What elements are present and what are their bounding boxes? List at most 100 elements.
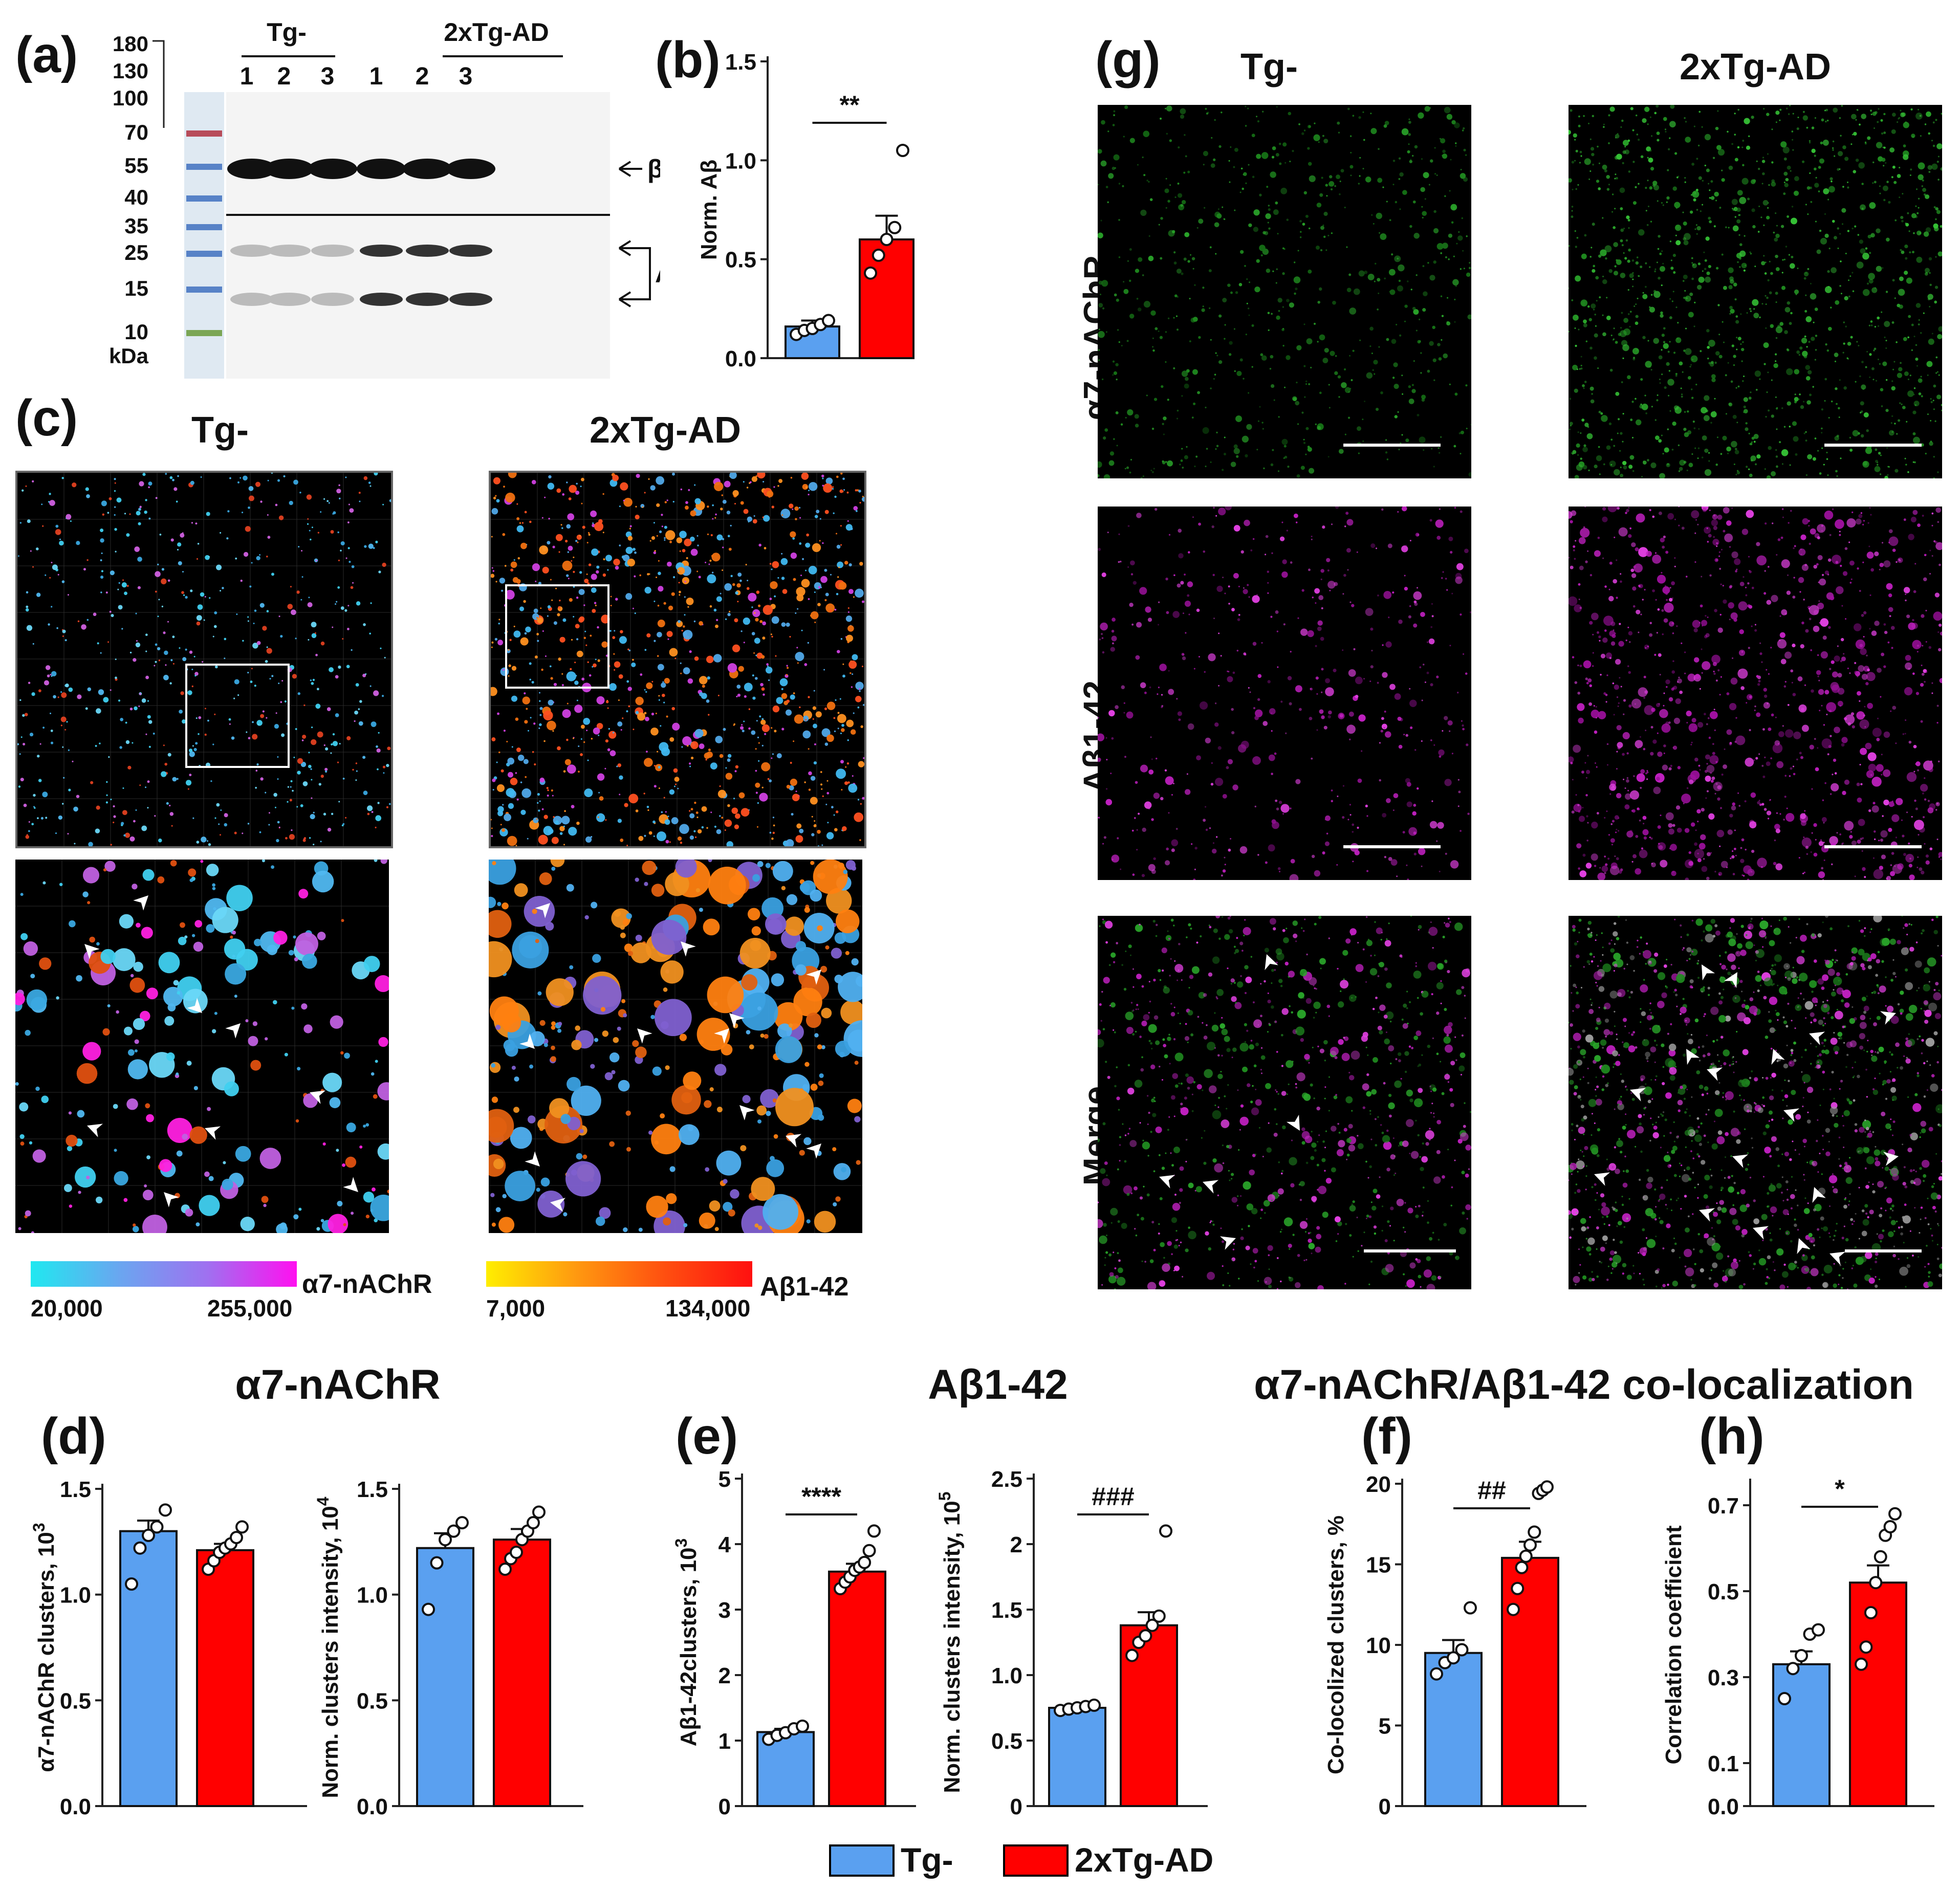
signal-puncta: [1442, 730, 1444, 732]
signal-puncta: [1725, 226, 1727, 229]
signal-puncta: [1146, 394, 1148, 397]
signal-puncta: [1271, 552, 1273, 554]
signal-puncta: [1276, 315, 1280, 320]
signal-puncta: [1160, 257, 1163, 260]
cluster-sphere: [609, 1141, 615, 1147]
cluster-sphere: [542, 630, 544, 632]
cluster-sphere: [376, 745, 378, 748]
cluster-sphere: [359, 1145, 363, 1149]
cluster-sphere: [665, 872, 689, 896]
cluster-sphere: [317, 532, 319, 534]
cluster-sphere: [580, 738, 582, 740]
cluster-sphere: [642, 506, 644, 508]
signal-puncta: [1858, 345, 1860, 347]
cluster-sphere: [498, 619, 500, 621]
cluster-sphere: [197, 542, 200, 545]
cluster-sphere: [695, 888, 701, 893]
signal-puncta: [1116, 298, 1119, 302]
signal-puncta: [1126, 711, 1134, 719]
signal-puncta: [1310, 366, 1312, 369]
signal-puncta: [1113, 110, 1116, 113]
signal-puncta: [1870, 114, 1872, 116]
cluster-sphere: [311, 633, 317, 639]
signal-puncta: [1932, 400, 1934, 402]
signal-puncta: [1713, 225, 1716, 228]
signal-puncta: [1872, 182, 1874, 184]
cluster-sphere: [656, 576, 658, 578]
cluster-sphere: [545, 655, 547, 657]
cluster-sphere: [550, 860, 565, 867]
signal-puncta: [1155, 327, 1158, 331]
cluster-sphere: [308, 752, 310, 754]
cluster-sphere: [62, 635, 64, 637]
signal-puncta: [1647, 157, 1649, 159]
signal-puncta: [1805, 294, 1807, 296]
signal-puncta: [1940, 167, 1942, 171]
signal-puncta: [1286, 530, 1289, 532]
cluster-sphere: [253, 623, 255, 625]
signal-puncta: [1449, 730, 1451, 732]
signal-puncta: [1098, 733, 1105, 741]
signal-puncta: [1622, 140, 1629, 146]
cluster-sphere: [233, 697, 235, 699]
signal-puncta: [1468, 472, 1471, 477]
cluster-sphere: [707, 505, 709, 508]
signal-puncta: [1731, 199, 1738, 205]
signal-puncta: [1321, 607, 1323, 609]
cluster-sphere: [566, 481, 568, 483]
signal-puncta: [1325, 678, 1331, 684]
cluster-sphere: [100, 591, 102, 593]
signal-puncta: [1782, 259, 1784, 261]
cluster-sphere: [623, 1227, 628, 1233]
signal-puncta: [1273, 399, 1275, 401]
signal-puncta: [1865, 366, 1867, 368]
cluster-sphere: [51, 675, 53, 677]
signal-puncta: [1628, 248, 1631, 252]
signal-puncta: [1290, 807, 1292, 809]
cluster-sphere: [251, 562, 253, 564]
cluster-sphere: [342, 1163, 345, 1167]
signal-puncta: [1879, 363, 1881, 365]
signal-puncta: [1806, 346, 1808, 348]
cluster-sphere: [76, 1063, 98, 1084]
cluster-sphere: [576, 638, 579, 641]
abeta-band-lower: [268, 293, 311, 306]
cluster-sphere: [571, 1085, 601, 1116]
cluster-sphere: [538, 809, 540, 812]
actin-arrow: [618, 161, 642, 177]
signal-puncta: [1574, 139, 1576, 141]
signal-puncta: [1662, 453, 1664, 455]
cluster-sphere: [614, 630, 616, 632]
cluster-sphere: [777, 1023, 792, 1039]
cluster-sphere: [136, 922, 141, 928]
cluster-sphere: [31, 823, 34, 826]
signal-puncta: [1794, 289, 1799, 294]
signal-puncta: [1429, 821, 1438, 829]
cluster-sphere: [855, 695, 862, 702]
cluster-sphere: [588, 563, 592, 566]
signal-puncta: [1840, 260, 1842, 262]
signal-puncta: [1938, 326, 1942, 332]
cluster-sphere: [713, 654, 722, 663]
cluster-sphere: [710, 811, 712, 813]
cluster-sphere: [180, 691, 184, 695]
signal-puncta: [1281, 438, 1288, 445]
cluster-sphere: [327, 827, 332, 832]
cluster-sphere: [838, 582, 847, 590]
signal-puncta: [1839, 117, 1841, 119]
signal-puncta: [1717, 304, 1720, 306]
signal-puncta: [1322, 224, 1324, 226]
signal-puncta: [1767, 207, 1769, 209]
signal-puncta: [1893, 361, 1896, 363]
signal-puncta: [1175, 828, 1178, 830]
cluster-sphere: [733, 798, 735, 800]
signal-puncta: [1730, 380, 1733, 383]
cluster-sphere: [835, 1040, 852, 1057]
cluster-sphere: [845, 615, 853, 622]
signal-puncta: [1935, 119, 1937, 121]
signal-puncta: [1277, 298, 1282, 303]
cluster-sphere: [774, 595, 776, 598]
signal-puncta: [1342, 593, 1344, 595]
cluster-sphere: [216, 803, 220, 807]
cluster-sphere: [114, 514, 116, 516]
